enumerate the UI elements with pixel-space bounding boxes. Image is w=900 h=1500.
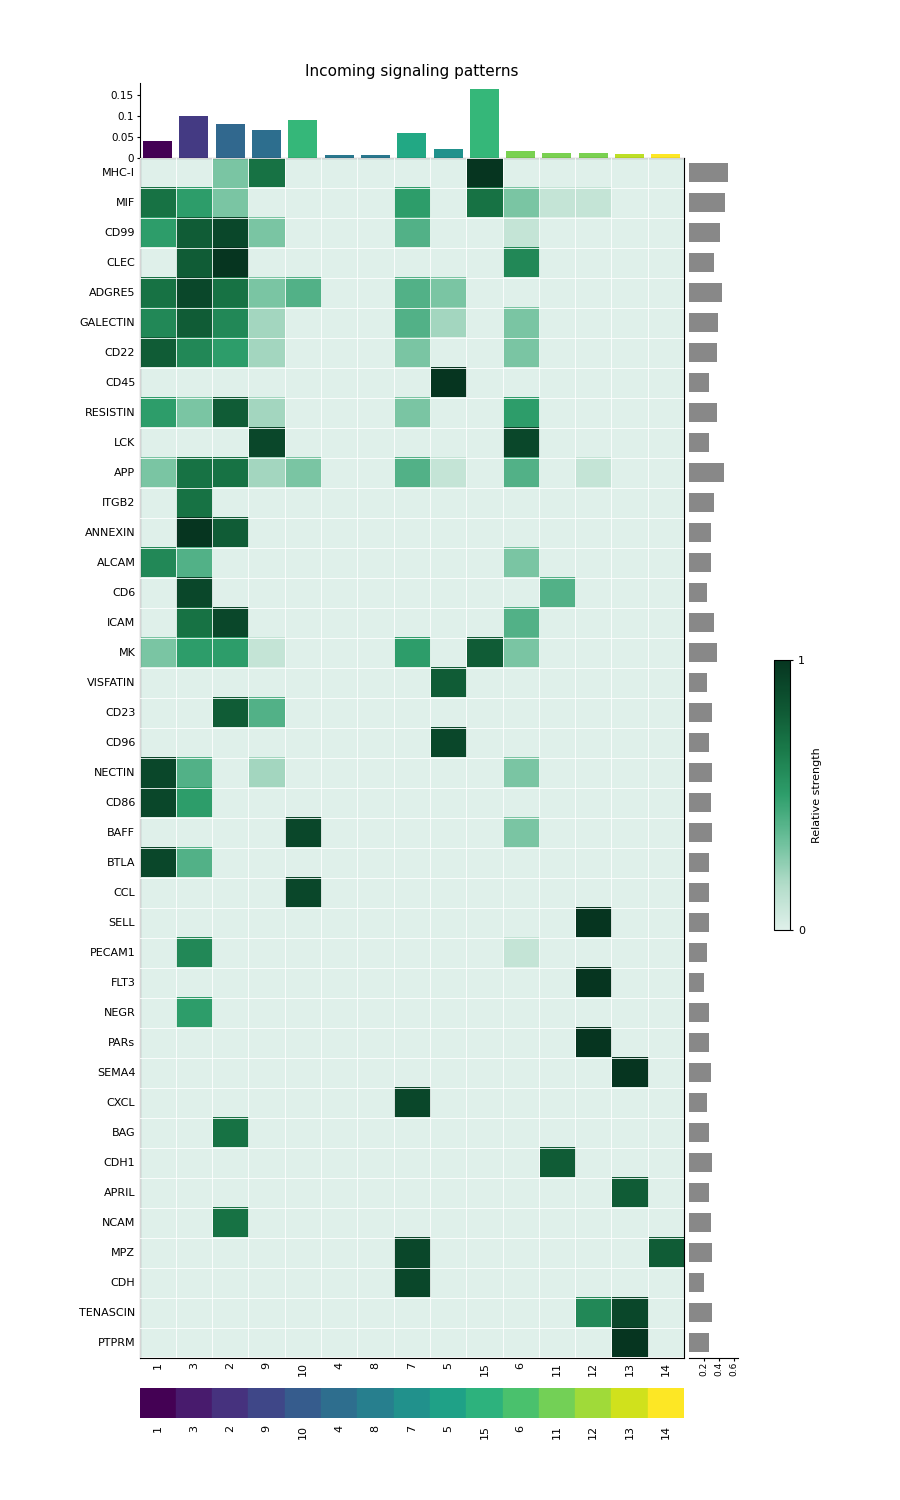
Bar [688,642,716,663]
Text: 8: 8 [371,1425,381,1432]
Bar [611,1388,648,1417]
Bar [688,672,706,693]
Bar [579,153,608,158]
Bar [688,822,712,843]
Bar [543,153,572,158]
Bar [470,88,499,158]
Bar [688,974,705,993]
Bar [179,116,209,158]
Bar [688,432,709,453]
Bar [357,1388,393,1417]
Bar [615,154,644,158]
Bar [688,1152,712,1172]
Bar [688,792,711,813]
Bar [688,944,706,963]
Bar [688,374,709,393]
Text: 15: 15 [480,1425,490,1438]
Bar [688,1212,711,1233]
Bar [688,882,709,903]
Bar [393,1388,430,1417]
Bar [688,252,715,273]
Bar [688,554,711,573]
Bar [688,524,711,543]
Text: 10: 10 [298,1425,308,1438]
Bar [434,148,463,158]
Bar [688,492,714,513]
Bar [688,1332,709,1353]
Text: 2: 2 [225,1425,235,1432]
Text: 5: 5 [443,1425,453,1432]
Bar [688,762,712,783]
Bar [143,141,172,158]
Bar [361,156,390,158]
Bar [321,1388,357,1417]
Bar [688,1242,712,1262]
Title: Incoming signaling patterns: Incoming signaling patterns [305,63,518,78]
Bar [688,282,722,303]
Bar [688,314,718,333]
Bar [688,1122,709,1143]
Bar [688,1032,709,1053]
Bar [575,1388,611,1417]
Bar [325,156,354,158]
Text: 6: 6 [516,1425,526,1432]
Bar [688,1004,709,1023]
Text: 12: 12 [589,1425,598,1438]
Bar [688,404,716,423]
Bar [288,120,318,158]
Bar [216,124,245,158]
Text: 13: 13 [625,1425,634,1438]
Bar [688,344,716,363]
Text: 9: 9 [262,1425,272,1432]
Bar [688,702,712,723]
Bar [688,164,728,183]
Y-axis label: Relative strength: Relative strength [812,747,822,843]
Bar [539,1388,575,1417]
Bar [688,224,721,242]
Bar [688,1272,705,1292]
Bar [466,1388,502,1417]
Bar [652,154,680,158]
Bar [502,1388,539,1417]
Bar [397,132,427,158]
Text: 14: 14 [661,1425,670,1438]
Bar [688,912,709,932]
Bar [688,612,715,633]
Text: 7: 7 [407,1425,417,1432]
Bar [284,1388,321,1417]
Bar [688,194,725,213]
Bar [248,1388,284,1417]
Bar [688,584,706,602]
Bar [688,1182,709,1202]
Bar [252,130,281,158]
Bar [688,734,709,753]
Text: 11: 11 [552,1425,562,1438]
Bar [688,1062,711,1083]
Bar [688,1092,706,1113]
Bar [212,1388,248,1417]
Bar [430,1388,466,1417]
Bar [648,1388,684,1417]
Text: 3: 3 [189,1425,199,1432]
Bar [176,1388,212,1417]
Text: 1: 1 [153,1425,163,1432]
Bar [688,1302,712,1323]
Bar [688,852,709,873]
Bar [506,152,536,157]
Bar [688,462,724,483]
Bar [140,1388,176,1417]
Text: 4: 4 [334,1425,344,1432]
